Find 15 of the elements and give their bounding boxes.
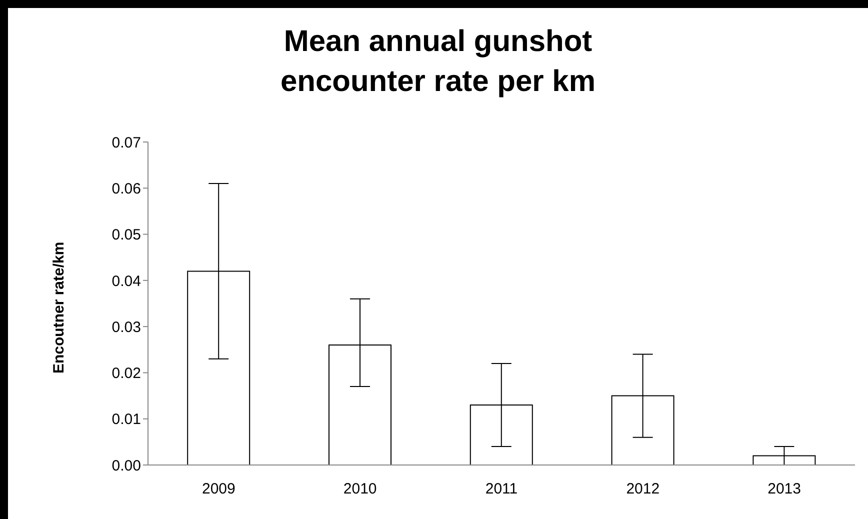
x-tick-label: 2012	[626, 480, 660, 498]
x-tick-label: 2013	[768, 480, 801, 498]
y-tick-label: 0.04	[112, 272, 141, 290]
y-axis-title: Encoutner rate/km	[50, 242, 68, 374]
y-tick-label: 0.06	[112, 180, 141, 198]
y-tick-label: 0.02	[112, 365, 141, 382]
x-tick-label: 2011	[485, 480, 518, 498]
y-tick-label: 0.01	[112, 411, 141, 428]
y-tick-label: 0.05	[112, 226, 141, 244]
x-tick-label: 2009	[202, 480, 236, 498]
chart-title: Mean annual gunshot encounter rate per km	[279, 24, 597, 100]
y-tick-label: 0.07	[112, 134, 141, 152]
y-tick-label: 0.03	[112, 318, 141, 336]
y-tick-label: 0.00	[112, 457, 141, 474]
x-tick-label: 2010	[343, 480, 377, 498]
